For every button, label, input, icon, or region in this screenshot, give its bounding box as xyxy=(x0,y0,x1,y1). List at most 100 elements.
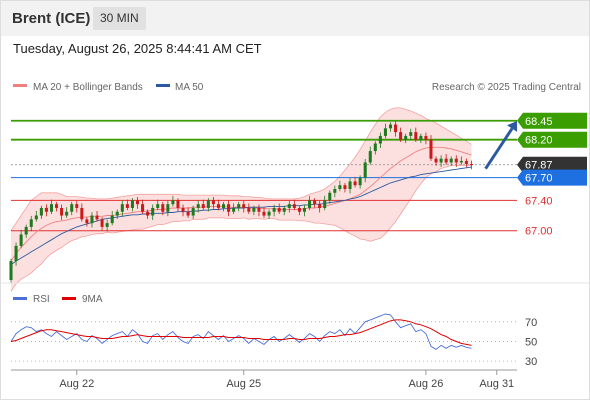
rsi-line xyxy=(10,313,472,350)
candle-bearish xyxy=(414,132,418,140)
candle-bullish xyxy=(404,135,408,140)
candle-bullish xyxy=(29,219,33,227)
candle-bullish xyxy=(34,215,38,220)
last-level-tag xyxy=(517,156,587,173)
ma50-line xyxy=(10,166,472,266)
rsi-tick-label: 30 xyxy=(525,356,537,368)
candle-bearish xyxy=(429,139,433,159)
candle-bullish xyxy=(383,128,387,136)
candle-bearish xyxy=(181,207,185,212)
candle-bearish xyxy=(469,163,473,165)
candle-bullish xyxy=(419,135,423,140)
candle-bearish xyxy=(125,204,129,208)
candle-bearish xyxy=(318,204,322,208)
rsi-ma9-line xyxy=(10,319,472,346)
candle-bullish xyxy=(252,207,256,212)
candle-bearish xyxy=(216,204,220,208)
candle-bearish xyxy=(257,207,261,212)
candle-bullish xyxy=(358,177,362,186)
bb-legend-swatch xyxy=(13,84,27,87)
candle-bullish xyxy=(328,192,332,201)
candle-bullish xyxy=(409,132,413,136)
candle-bullish xyxy=(439,158,443,163)
candle-bullish xyxy=(373,143,377,152)
candle-bearish xyxy=(434,158,438,163)
timeframe-badge[interactable]: 30 MIN xyxy=(93,7,146,30)
candle-bullish xyxy=(19,234,23,246)
candle-bullish xyxy=(70,204,74,212)
candle-bullish xyxy=(24,226,28,235)
ma9-legend-label: 9MA xyxy=(82,294,103,305)
resistance-level-tag xyxy=(517,112,587,129)
bb-legend-label: MA 20 + Bollinger Bands xyxy=(33,82,143,93)
candle-bearish xyxy=(399,132,403,140)
x-axis: Aug 22 Aug 25 Aug 26 Aug 31 xyxy=(59,370,514,390)
candle-bullish xyxy=(206,200,210,208)
candle-bearish xyxy=(262,211,266,216)
candle-bullish xyxy=(459,160,463,163)
moving-average-layer xyxy=(10,146,472,266)
candle-bullish xyxy=(333,189,337,193)
candle-bullish xyxy=(151,207,155,216)
header-bar: Brent (ICE) 30 MIN xyxy=(0,0,590,36)
candle-bearish xyxy=(424,135,428,140)
price-levels-layer xyxy=(11,119,517,232)
candle-bullish xyxy=(191,207,195,216)
x-tick-label: Aug 31 xyxy=(479,378,514,390)
support-level-label: 67.40 xyxy=(525,195,553,207)
candle-bearish xyxy=(313,200,317,205)
candle-bullish xyxy=(308,200,312,208)
candle-bullish xyxy=(323,200,327,208)
candle-bearish xyxy=(75,204,79,208)
x-tick-label: Aug 26 xyxy=(408,378,443,390)
candle-bearish xyxy=(227,204,231,212)
candle-bearish xyxy=(297,207,301,212)
candle-bearish xyxy=(211,200,215,205)
x-tick-label: Aug 25 xyxy=(226,378,261,390)
ma50-legend-label: MA 50 xyxy=(175,82,204,93)
bollinger-lower-line xyxy=(10,165,472,292)
candle-bearish xyxy=(394,124,398,133)
candle-bearish xyxy=(100,219,104,227)
candle-bearish xyxy=(95,215,99,220)
candle-bullish xyxy=(196,204,200,208)
candle-bullish xyxy=(232,207,236,212)
candle-bullish xyxy=(368,151,372,163)
candle-bullish xyxy=(282,207,286,212)
ma50-legend-swatch xyxy=(156,84,170,87)
resistance-level-label: 68.20 xyxy=(525,135,553,147)
instrument-title: Brent (ICE) xyxy=(12,10,91,27)
rsi-tick-label: 50 xyxy=(525,336,537,348)
candle-bullish xyxy=(115,211,119,216)
candle-bullish xyxy=(90,215,94,224)
rsi-panel: 70 50 30 xyxy=(10,313,537,368)
pivot-level-label: 67.70 xyxy=(525,173,553,185)
candle-bearish xyxy=(277,207,281,212)
candle-bearish xyxy=(242,204,246,208)
bollinger-bands-layer xyxy=(10,107,472,292)
candle-bullish xyxy=(166,204,170,212)
candle-bullish xyxy=(120,204,124,212)
candle-bearish xyxy=(186,211,190,216)
rsi-legend-swatch xyxy=(13,297,27,300)
x-tick-label: Aug 22 xyxy=(59,378,94,390)
support-level-label: 67.00 xyxy=(525,226,553,238)
candle-bullish xyxy=(39,207,43,216)
candle-bullish xyxy=(287,204,291,208)
pivot-level-tag xyxy=(517,169,587,186)
candle-bullish xyxy=(237,204,241,208)
last-level-label: 67.87 xyxy=(525,160,553,172)
candle-bearish xyxy=(141,204,145,212)
candle-bearish xyxy=(146,211,150,216)
candle-bearish xyxy=(135,200,140,205)
candle-bearish xyxy=(464,160,468,164)
candle-bullish xyxy=(130,200,134,208)
candlestick-layer xyxy=(9,121,473,284)
candle-bullish xyxy=(105,223,109,227)
candle-bearish xyxy=(85,219,89,224)
bollinger-band-fill xyxy=(11,107,472,292)
resistance-level-label: 68.45 xyxy=(525,116,553,128)
forecast-arrow-head xyxy=(507,121,518,132)
candle-bullish xyxy=(272,207,276,212)
